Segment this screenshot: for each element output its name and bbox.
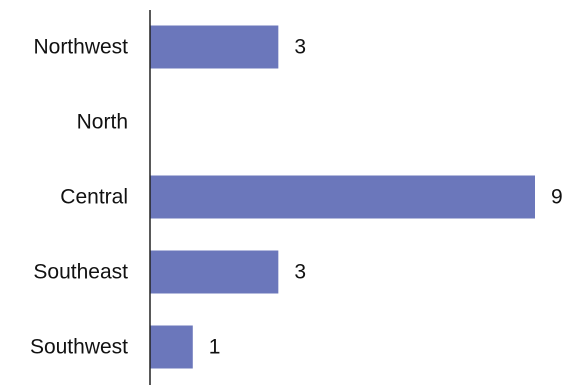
category-label-central: Central bbox=[60, 186, 128, 209]
bar-southeast bbox=[150, 250, 279, 294]
category-labels-group: Northwest North Central Southeast Southwest bbox=[30, 36, 128, 359]
bars-group bbox=[150, 25, 535, 369]
value-labels-group: 3 9 3 1 bbox=[209, 36, 563, 359]
category-label-southwest: Southwest bbox=[30, 336, 128, 359]
bar-central bbox=[150, 175, 535, 219]
value-label-southwest: 1 bbox=[209, 336, 221, 359]
value-label-southeast: 3 bbox=[294, 261, 306, 284]
bar-southwest bbox=[150, 325, 193, 369]
value-label-northwest: 3 bbox=[294, 36, 306, 59]
category-label-northwest: Northwest bbox=[33, 36, 128, 59]
value-label-central: 9 bbox=[551, 186, 563, 209]
bar-northwest bbox=[150, 25, 279, 69]
category-label-southeast: Southeast bbox=[33, 261, 128, 284]
category-label-north: North bbox=[77, 111, 128, 134]
